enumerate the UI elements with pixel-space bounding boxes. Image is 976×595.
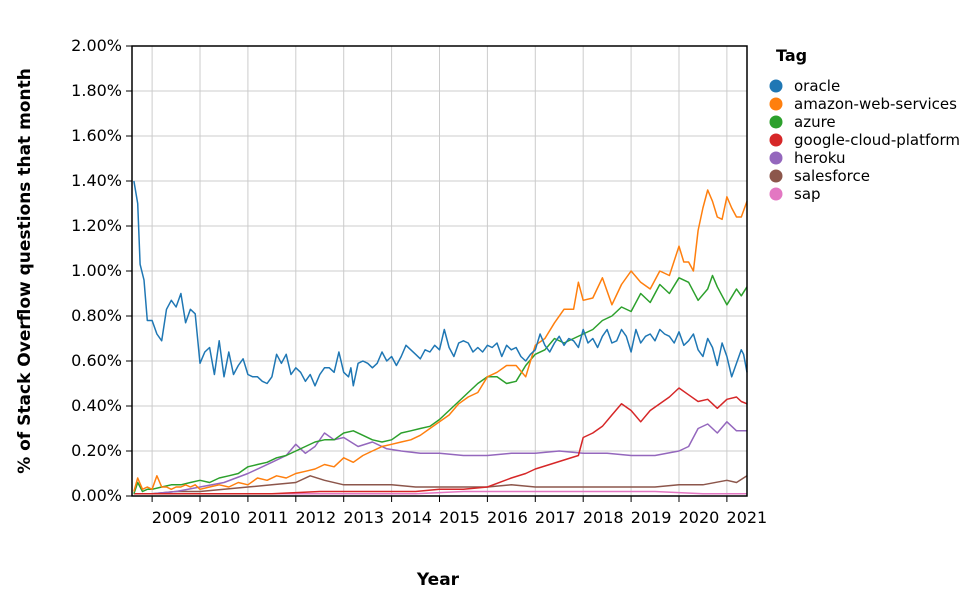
- legend-label-sap: sap: [794, 185, 821, 203]
- y-tick-label: 2.00%: [71, 36, 122, 55]
- series-line-google-cloud-platform: [133, 387, 748, 495]
- x-tick-label: 2014: [391, 508, 432, 527]
- legend-marker-azure: [769, 115, 783, 129]
- y-tick-label: 0.80%: [71, 306, 122, 325]
- legend-marker-salesforce: [769, 169, 783, 183]
- legend-marker-heroku: [769, 151, 783, 165]
- legend-label-heroku: heroku: [794, 149, 845, 167]
- x-tick-label: 2015: [439, 508, 480, 527]
- x-axis-ticks: 2009 2010 2011 2012 2013 2014 2015 2016 2017 2018…: [151, 496, 768, 527]
- y-tick-label: 1.60%: [71, 126, 122, 145]
- series-lines: [133, 180, 748, 495]
- x-tick-label: 2021: [727, 508, 768, 527]
- x-tick-label: 2011: [248, 508, 289, 527]
- y-tick-label: 0.60%: [71, 351, 122, 370]
- legend-label-salesforce: salesforce: [794, 167, 870, 185]
- x-tick-label: 2013: [343, 508, 384, 527]
- legend-label-azure: azure: [794, 113, 836, 131]
- legend-title: Tag: [776, 46, 807, 65]
- x-tick-label: 2017: [535, 508, 576, 527]
- legend-label-google-cloud-platform: google-cloud-platform: [794, 131, 960, 149]
- legend-marker-google-cloud-platform: [769, 133, 783, 147]
- series-line-azure: [133, 274, 748, 495]
- legend-label-amazon-web-services: amazon-web-services: [794, 95, 957, 113]
- series-line-amazon-web-services: [133, 189, 748, 492]
- y-tick-label: 0.40%: [71, 396, 122, 415]
- series-line-oracle: [133, 180, 748, 387]
- x-tick-label: 2018: [583, 508, 624, 527]
- y-tick-label: 1.20%: [71, 216, 122, 235]
- x-axis-title: Year: [416, 570, 460, 590]
- x-tick-label: 2020: [679, 508, 720, 527]
- legend-marker-sap: [769, 187, 783, 201]
- legend-label-oracle: oracle: [794, 77, 840, 95]
- y-tick-label: 0.00%: [71, 486, 122, 505]
- y-axis-ticks: 0.00% 0.20% 0.40% 0.60% 0.80% 1.00% 1.20% 1.40%…: [71, 36, 132, 505]
- y-tick-label: 1.40%: [71, 171, 122, 190]
- legend: oracleamazon-web-servicesazuregoogle-clo…: [769, 77, 960, 203]
- x-tick-label: 2010: [200, 508, 241, 527]
- series-line-heroku: [133, 421, 747, 495]
- gridlines: [132, 45, 747, 497]
- y-axis-title: % of Stack Overflow questions that month: [15, 68, 35, 474]
- legend-marker-oracle: [769, 79, 783, 93]
- x-tick-label: 2019: [631, 508, 672, 527]
- x-tick-label: 2009: [152, 508, 193, 527]
- x-tick-label: 2016: [487, 508, 528, 527]
- y-tick-label: 1.00%: [71, 261, 122, 280]
- y-tick-label: 1.80%: [71, 81, 122, 100]
- series-line-salesforce: [133, 475, 748, 495]
- y-tick-label: 0.20%: [71, 441, 122, 460]
- x-tick-label: 2012: [295, 508, 336, 527]
- legend-marker-amazon-web-services: [769, 97, 783, 111]
